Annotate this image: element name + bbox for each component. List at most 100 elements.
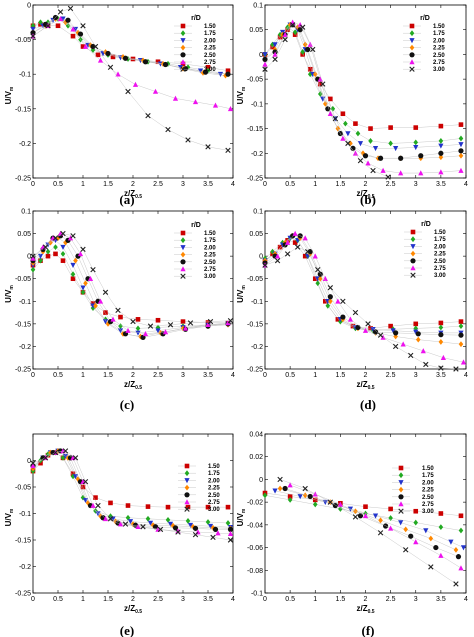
y-tick-label: -0.05	[15, 37, 31, 44]
x-tick-label: 1	[313, 181, 317, 188]
data-point	[42, 455, 49, 461]
y-tick-label: -0.1	[19, 511, 31, 518]
y-tick-label: -0.05	[247, 77, 263, 84]
data-point	[227, 537, 234, 543]
data-point	[458, 135, 464, 142]
data-point	[57, 9, 64, 15]
data-point	[305, 46, 311, 53]
data-point	[370, 167, 376, 174]
data-point	[225, 504, 231, 510]
legend-swatch	[180, 44, 186, 51]
plot-frame	[32, 210, 234, 370]
x-tick-label: 0.5	[285, 181, 295, 188]
data-point	[317, 275, 323, 282]
data-point	[413, 139, 419, 146]
y-tick-label: 0	[259, 477, 263, 484]
data-point	[458, 527, 464, 534]
x-tick-label: 1	[81, 372, 85, 379]
legend-title: r/D	[420, 15, 430, 22]
data-point	[312, 501, 318, 508]
data-point	[165, 126, 171, 133]
data-point	[115, 307, 121, 314]
legend-label: 1.50	[208, 464, 220, 470]
data-point	[210, 534, 216, 541]
legend: 1.501.752.00 2.252.502.753.00	[178, 463, 220, 513]
data-point	[460, 545, 467, 551]
data-point	[438, 332, 444, 338]
data-point	[30, 266, 36, 273]
data-point	[70, 233, 76, 239]
legend: r/D1.501.752.00 2.252.502.753.00	[403, 15, 445, 73]
legend-label: 2.25	[422, 488, 434, 494]
data-point	[135, 523, 141, 530]
data-point	[73, 257, 78, 264]
legend-swatch	[410, 272, 416, 278]
y-tick-label: -0.2	[19, 344, 31, 351]
data-point	[55, 23, 61, 29]
data-point	[72, 26, 79, 33]
y-tick-label: 0.02	[249, 454, 263, 461]
data-point	[95, 502, 101, 509]
data-point	[132, 81, 139, 87]
x-axis-label: z/Z0.5	[124, 189, 142, 200]
legend: r/D1.501.752.00 2.252.502.753.00	[404, 221, 446, 279]
y-tick-label: -0.25	[15, 367, 31, 374]
series-line	[285, 488, 459, 557]
data-point	[343, 120, 348, 127]
data-point	[438, 365, 444, 371]
data-point	[90, 266, 96, 273]
y-tick-label: 0	[27, 458, 31, 465]
data-point	[77, 251, 84, 257]
data-point	[317, 81, 323, 87]
data-point	[107, 64, 114, 70]
data-point	[438, 154, 444, 161]
data-point	[423, 528, 429, 534]
data-point	[428, 535, 434, 542]
data-point	[45, 23, 51, 29]
data-point	[438, 169, 444, 175]
data-point	[52, 235, 59, 241]
data-point	[438, 552, 444, 558]
data-point	[102, 516, 109, 522]
data-point	[140, 334, 146, 340]
data-point	[212, 526, 219, 533]
legend-swatch	[398, 465, 404, 471]
data-point	[302, 235, 308, 241]
legend-label: 2.25	[208, 486, 220, 492]
data-point	[172, 525, 179, 531]
data-point	[110, 316, 116, 322]
y-tick-label: 0	[27, 254, 31, 261]
data-point	[102, 289, 109, 295]
data-point	[72, 474, 79, 480]
data-point	[185, 504, 191, 510]
data-point	[135, 330, 141, 336]
data-point	[458, 341, 464, 348]
legend-label: 2.75	[208, 500, 220, 506]
data-point	[152, 88, 159, 94]
data-point	[102, 319, 109, 325]
data-point	[197, 68, 204, 74]
data-point	[337, 501, 343, 507]
data-point	[413, 329, 419, 335]
legend-swatch	[180, 273, 186, 279]
x-tick-label: 1.5	[103, 181, 113, 188]
chart-panel: 0 0.5 1 1.5 2 2.5 3 3.5 4 0.1 0.05 0 -0.05 -0.1 -0.15 -…	[236, 209, 468, 413]
data-point	[147, 520, 154, 526]
data-point	[398, 520, 404, 526]
data-point	[315, 266, 321, 273]
data-point	[37, 253, 44, 259]
data-point	[130, 318, 136, 325]
legend-swatch	[409, 23, 415, 29]
data-point	[30, 33, 36, 39]
data-point	[362, 153, 369, 159]
data-point	[453, 546, 459, 553]
x-tick-label: 3	[181, 372, 185, 379]
data-point	[103, 310, 108, 315]
x-tick-label: 1.5	[336, 181, 346, 188]
data-point	[30, 460, 36, 466]
data-point	[187, 522, 194, 528]
data-point	[205, 321, 211, 328]
data-point	[355, 130, 361, 137]
data-point	[122, 521, 129, 527]
data-point	[335, 317, 341, 322]
